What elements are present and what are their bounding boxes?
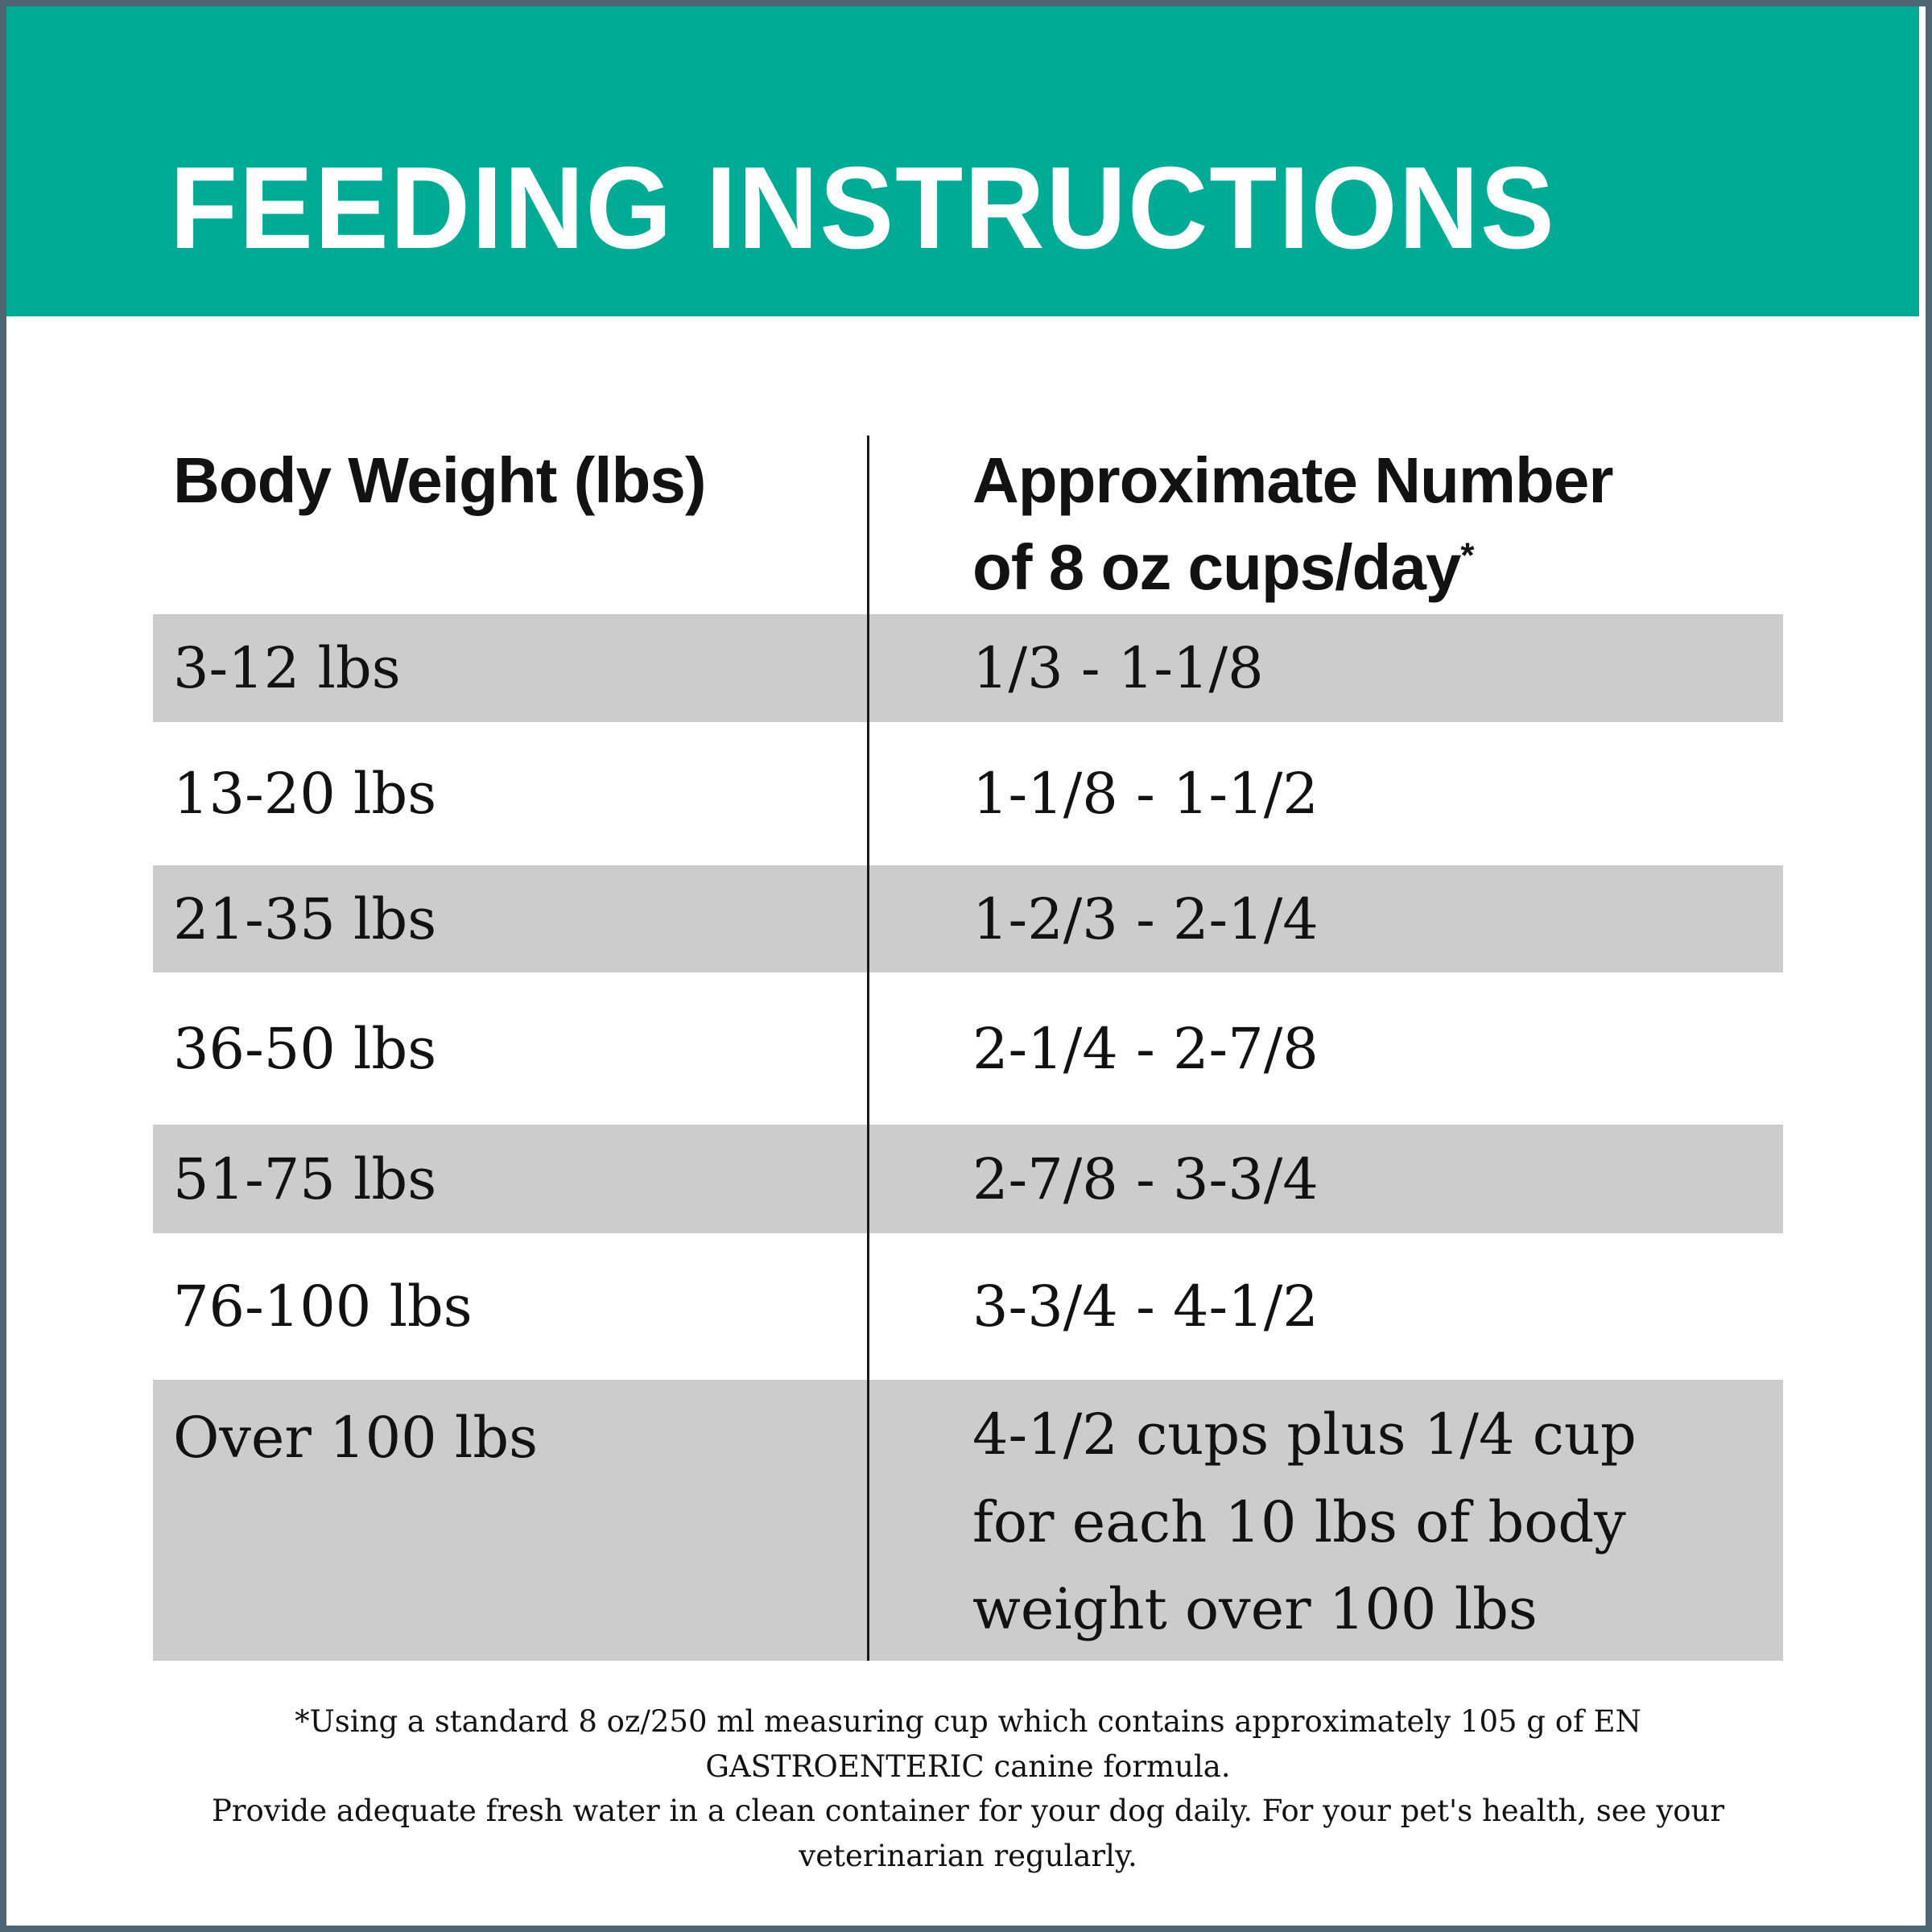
weight-cell: 36-50 lbs (173, 1015, 437, 1082)
column-header-cups-per-day: Approximate Number of 8 oz cups/day* (867, 437, 1783, 614)
cups-cell: 2-7/8 - 3-3/4 (972, 1146, 1319, 1212)
table-row: 3-12 lbs 1/3 - 1-1/8 (153, 614, 1783, 722)
column-divider-line (867, 436, 869, 1661)
weight-cell: 3-12 lbs (173, 635, 401, 701)
feeding-banner: FEEDING INSTRUCTIONS (6, 6, 1919, 316)
table-row: 76-100 lbs 3-3/4 - 4-1/2 (153, 1233, 1783, 1380)
footnote-line2: Provide adequate fresh water in a clean … (211, 1794, 1725, 1873)
table-header-row: Body Weight (lbs) Approximate Number of … (153, 316, 1783, 614)
weight-cell: Over 100 lbs (173, 1405, 539, 1471)
weight-cell: 13-20 lbs (173, 761, 437, 827)
table-row: 13-20 lbs 1-1/8 - 1-1/2 (153, 722, 1783, 865)
footnote-line1: *Using a standard 8 oz/250 ml measuring … (295, 1704, 1641, 1784)
table-row: 21-35 lbs 1-2/3 - 2-1/4 (153, 865, 1783, 972)
column-header-cups-line2: of 8 oz cups/day* (972, 531, 1475, 603)
cups-cell: 3-3/4 - 4-1/2 (972, 1274, 1319, 1340)
cups-cell: 2-1/4 - 2-7/8 (972, 1015, 1319, 1082)
cups-cell: 1-1/8 - 1-1/2 (972, 761, 1319, 827)
cups-cell: 1/3 - 1-1/8 (972, 635, 1264, 701)
weight-cell: 21-35 lbs (173, 886, 437, 952)
page-title: FEEDING INSTRUCTIONS (170, 142, 1556, 273)
weight-cell: 51-75 lbs (173, 1146, 437, 1212)
cups-cell: 4-1/2 cups plus 1/4 cup for each 10 lbs … (972, 1402, 1637, 1642)
column-header-cups-line1: Approximate Number (972, 444, 1613, 516)
table-row: 36-50 lbs 2-1/4 - 2-7/8 (153, 972, 1783, 1125)
feeding-table: Body Weight (lbs) Approximate Number of … (153, 316, 1783, 1878)
cups-cell: 1-2/3 - 2-1/4 (972, 886, 1319, 952)
footnote-asterisk-marker: * (1460, 535, 1475, 576)
column-header-body-weight: Body Weight (lbs) (173, 444, 706, 516)
table-row: 51-75 lbs 2-7/8 - 3-3/4 (153, 1125, 1783, 1233)
weight-cell: 76-100 lbs (173, 1274, 473, 1340)
table-row: Over 100 lbs 4-1/2 cups plus 1/4 cup for… (153, 1380, 1783, 1661)
footnote: *Using a standard 8 oz/250 ml measuring … (153, 1699, 1783, 1878)
